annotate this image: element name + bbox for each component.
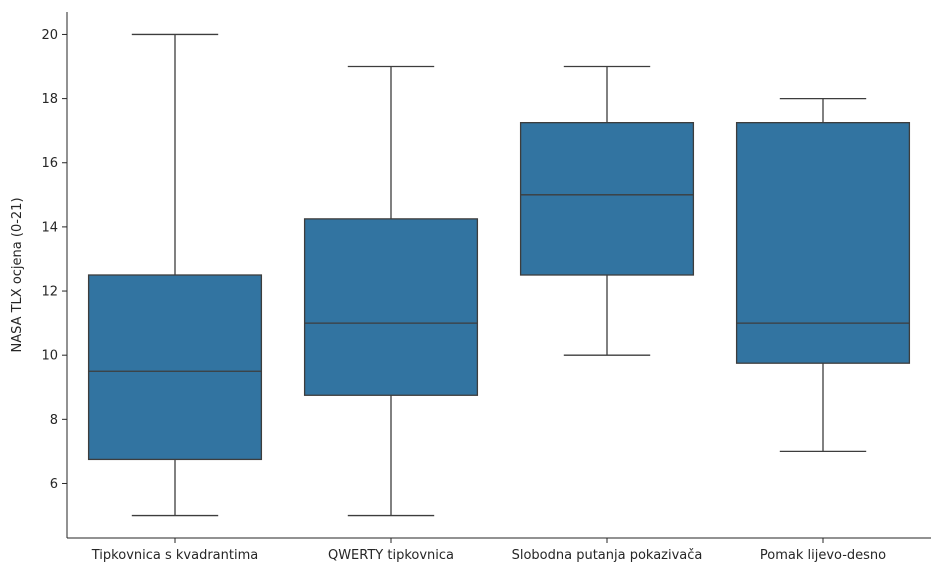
iqr-box xyxy=(735,122,911,364)
iqr-box xyxy=(303,218,479,396)
y-tick-label: 8 xyxy=(50,413,58,428)
x-tick-label: Pomak lijevo-desno xyxy=(760,548,886,563)
y-axis-label: NASA TLX ocjena (0-21) xyxy=(10,197,25,352)
box-group xyxy=(87,33,263,517)
y-tick-label: 6 xyxy=(50,477,58,492)
plot-area xyxy=(87,33,911,517)
x-tick-label: QWERTY tipkovnica xyxy=(328,548,454,563)
x-tick-label: Tipkovnica s kvadrantima xyxy=(91,548,258,563)
y-tick-label: 20 xyxy=(41,28,58,43)
y-tick-label: 16 xyxy=(41,156,58,171)
box-group xyxy=(303,65,479,517)
y-tick-label: 18 xyxy=(41,92,58,107)
x-tick-label: Slobodna putanja pokazivača xyxy=(512,548,703,563)
box-group xyxy=(519,65,695,356)
y-tick-label: 12 xyxy=(41,285,58,300)
iqr-box xyxy=(519,122,695,276)
x-axis-ticks: Tipkovnica s kvadrantima QWERTY tipkovnic… xyxy=(91,538,886,563)
y-axis-ticks: 6 8 10 12 14 16 18 20 xyxy=(41,28,67,492)
box-group xyxy=(735,97,911,453)
y-tick-label: 10 xyxy=(41,349,58,364)
y-tick-label: 14 xyxy=(41,220,58,235)
iqr-box xyxy=(87,274,263,461)
